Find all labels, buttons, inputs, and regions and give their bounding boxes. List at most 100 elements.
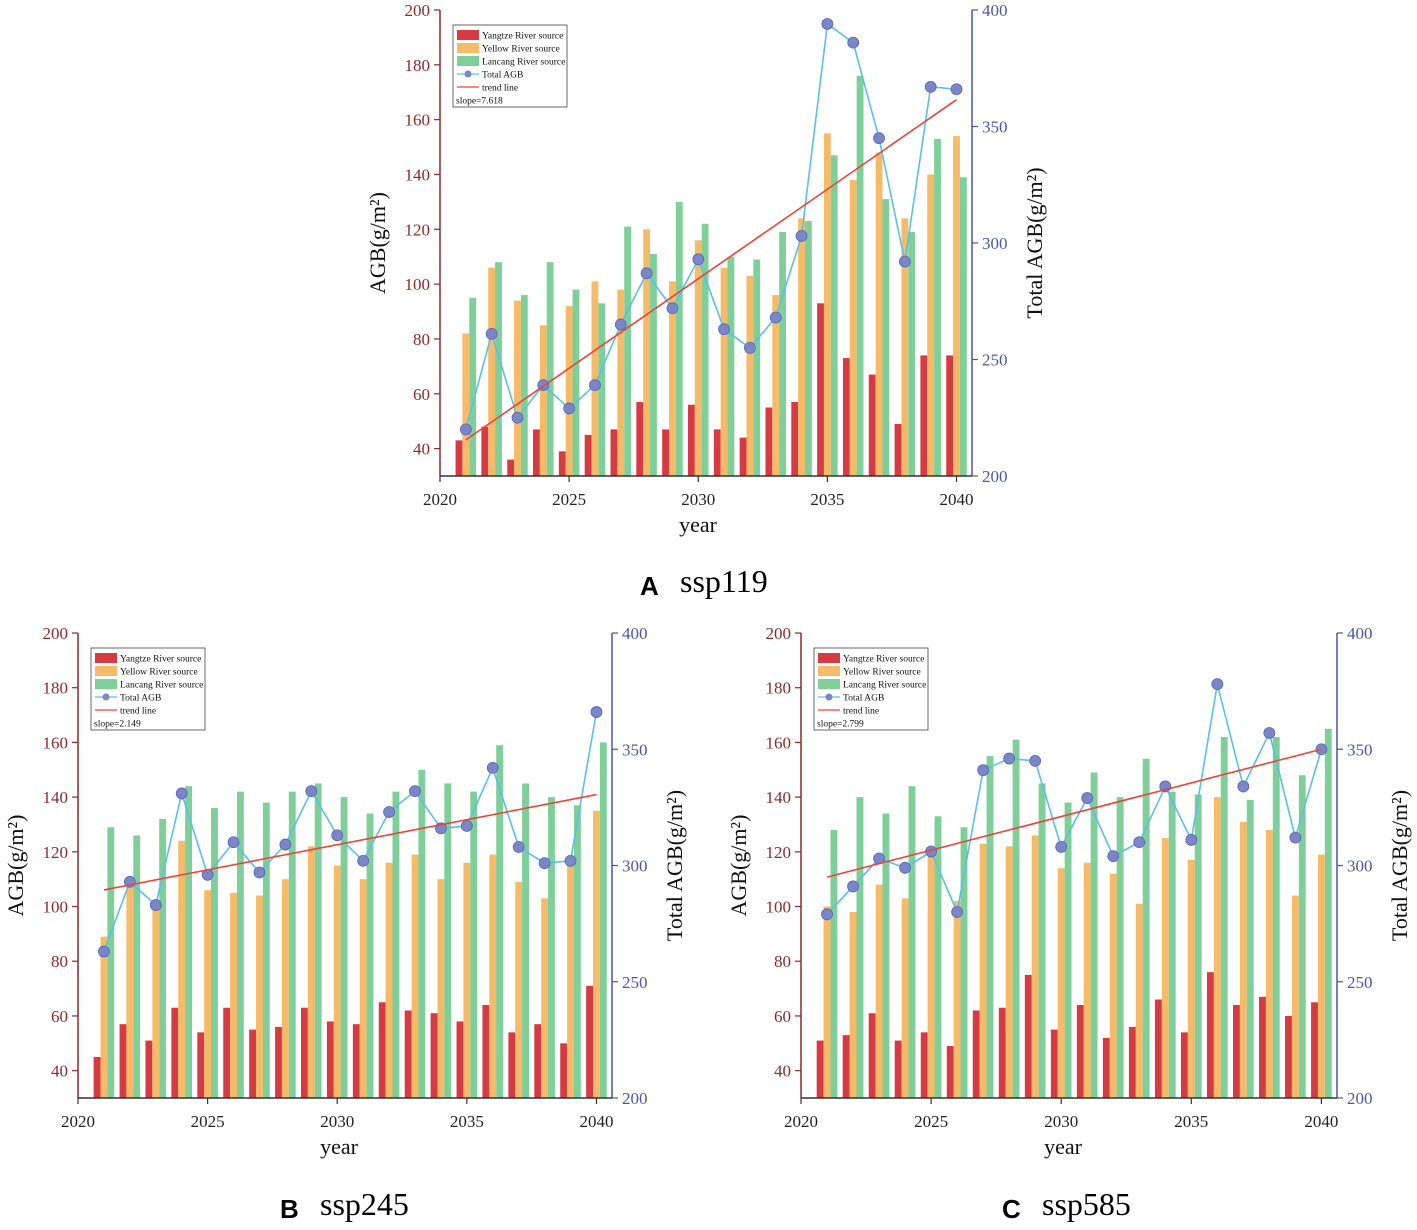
bar-yangtze	[842, 1035, 850, 1098]
total-agb-marker	[383, 806, 395, 818]
bar-yellow	[515, 881, 523, 1098]
left-tick-label: 60	[413, 385, 430, 404]
bar-lancang	[1116, 797, 1124, 1098]
bar-yellow	[1291, 895, 1299, 1098]
bar-yellow	[875, 152, 883, 477]
trend-line	[465, 99, 957, 441]
left-tick-label: 60	[51, 1007, 68, 1026]
legend-swatch-lancang	[818, 679, 840, 689]
bar-lancang	[882, 813, 890, 1098]
x-tick-label: 2030	[1044, 1112, 1078, 1131]
total-agb-marker	[1211, 678, 1224, 691]
legend-label: Lancang River source	[482, 58, 565, 68]
bar-yangtze	[998, 1007, 1006, 1098]
bar-yellow	[462, 333, 470, 476]
bar-lancang	[211, 808, 218, 1098]
bar-yangtze	[455, 440, 463, 476]
right-tick-label: 200	[622, 1089, 648, 1108]
total-agb-marker	[305, 785, 318, 797]
chart-panel-b: 40 60 80 100 120 140 160 180 200 200 250 300 350 400 2…	[3, 624, 687, 1224]
bar-yangtze	[533, 429, 540, 476]
bar-yangtze	[301, 1007, 308, 1098]
bar-yellow	[927, 854, 935, 1098]
bar-lancang	[986, 756, 994, 1098]
bar-yellow	[1317, 854, 1325, 1098]
left-tick-label: 80	[51, 952, 68, 971]
bar-lancang	[959, 177, 967, 476]
legend-swatch-yangtze	[457, 30, 479, 40]
bar-lancang	[495, 262, 502, 476]
bar-yellow	[539, 325, 547, 476]
total-agb-marker	[538, 857, 551, 870]
left-tick-label: 160	[405, 111, 431, 130]
right-tick-label: 200	[1347, 1089, 1373, 1108]
bar-yellow	[514, 300, 521, 476]
bar-yangtze	[507, 459, 515, 476]
legend-label: trend line	[120, 707, 156, 717]
bar-yangtze	[1050, 1029, 1058, 1098]
bar-yangtze	[972, 1010, 980, 1098]
total-agb-marker	[847, 880, 859, 893]
bar-yellow	[204, 890, 212, 1098]
right-tick-label: 300	[1347, 857, 1373, 876]
left-tick-label: 200	[766, 624, 792, 643]
legend-label: Yellow River source	[120, 668, 198, 678]
bar-lancang	[185, 786, 192, 1098]
bar-yangtze	[894, 423, 902, 476]
total-agb-marker	[899, 861, 911, 874]
total-agb-line	[103, 711, 598, 952]
left-tick-label: 180	[405, 56, 431, 75]
bar-yangtze	[352, 1024, 360, 1098]
total-agb-marker	[769, 311, 782, 324]
total-agb-marker	[563, 402, 576, 415]
total-agb-marker	[1107, 850, 1120, 863]
chart-panel-c: 40 60 80 100 120 140 160 180 200 200 250 300 350 400 2…	[726, 624, 1412, 1224]
bar-lancang	[830, 829, 838, 1098]
bar-yellow	[849, 912, 857, 1098]
bar-lancang	[418, 769, 426, 1098]
left-tick-label: 60	[774, 1007, 791, 1026]
left-tick-label: 100	[43, 898, 69, 917]
total-agb-marker	[847, 36, 860, 49]
bar-yangtze	[687, 404, 695, 476]
bar-yangtze	[817, 303, 824, 476]
bar-yangtze	[145, 1040, 153, 1098]
legend-label: Lancang River source	[120, 681, 203, 691]
left-tick-label: 120	[43, 843, 69, 862]
legend-label: Yellow River source	[482, 45, 560, 55]
x-tick-label: 2020	[784, 1112, 818, 1131]
bar-lancang	[1220, 736, 1228, 1098]
bar-yangtze	[404, 1010, 412, 1098]
total-agb-marker	[898, 255, 911, 268]
bar-lancang	[392, 791, 400, 1098]
x-tick-label: 2040	[579, 1112, 613, 1131]
bar-lancang	[701, 223, 709, 476]
bar-yangtze	[275, 1026, 282, 1098]
total-agb-marker	[253, 866, 266, 879]
total-agb-marker	[1237, 780, 1250, 793]
legend-label: Total AGB	[843, 694, 884, 704]
right-tick-label: 350	[1347, 740, 1373, 759]
total-agb-marker	[409, 785, 421, 797]
bar-yangtze	[765, 407, 773, 476]
bar-yellow	[1005, 846, 1013, 1098]
right-tick-label: 300	[622, 857, 648, 876]
bar-yellow	[230, 892, 237, 1098]
bar-yellow	[152, 903, 160, 1098]
bar-yangtze	[842, 358, 850, 476]
bar-yangtze	[171, 1007, 179, 1098]
bar-yangtze	[1128, 1026, 1136, 1098]
bar-yellow	[307, 846, 315, 1098]
bar-yellow	[1135, 903, 1143, 1098]
bar-lancang	[856, 75, 864, 476]
chart-panel-a: 40 60 80 100 120 140 160 180 200 200 250 300 350 400 2…	[365, 1, 1047, 601]
bar-yellow	[927, 174, 935, 476]
bar-yellow	[669, 281, 676, 476]
bar-yellow	[1083, 862, 1091, 1098]
bar-yangtze	[636, 401, 644, 476]
x-tick-label: 2040	[1304, 1112, 1338, 1131]
bar-yellow	[385, 862, 393, 1098]
bar-yangtze	[249, 1029, 257, 1098]
total-agb-marker	[460, 820, 473, 832]
left-tick-label: 120	[766, 843, 792, 862]
